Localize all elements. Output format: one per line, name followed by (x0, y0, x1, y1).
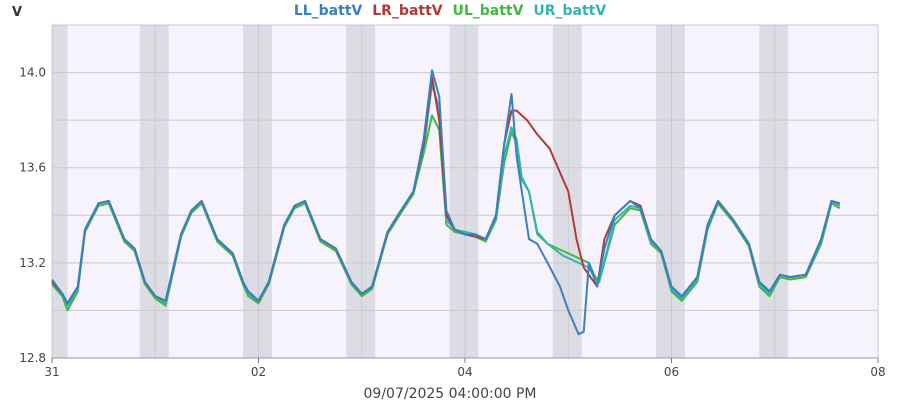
series-lines (51, 69, 841, 336)
night-band-2 (243, 25, 272, 358)
x-axis-label: 09/07/2025 04:00:00 PM (364, 386, 537, 400)
x-tick-label: 08 (870, 365, 885, 379)
x-tick-label: 02 (251, 365, 266, 379)
night-band-6 (656, 25, 685, 358)
axis-ticks: 12.8 13.2 13.6 14.0 31 02 04 06 08 (19, 66, 885, 379)
night-band-3 (346, 25, 376, 358)
y-axis-label: V (12, 5, 22, 20)
series-line-LL_battV (51, 69, 841, 336)
night-band-7 (759, 25, 789, 358)
legend-entry-ur[interactable]: UR_battV (533, 3, 606, 19)
y-tick-label: 13.2 (19, 256, 46, 270)
y-tick-label: 13.6 (19, 161, 46, 175)
night-band-4 (449, 25, 479, 358)
y-tick-label: 14.0 (19, 66, 46, 80)
legend-entry-ul[interactable]: UL_battV (452, 3, 523, 19)
y-tick-label: 12.8 (19, 351, 46, 365)
night-band-0 (52, 25, 68, 358)
x-tick-label: 04 (457, 365, 472, 379)
legend-entry-lr[interactable]: LR_battV (372, 3, 443, 19)
legend: LL_battV LR_battV UL_battV UR_battV (294, 3, 607, 19)
x-tick-label: 31 (44, 365, 59, 379)
x-tick-label: 06 (664, 365, 679, 379)
legend-entry-ll[interactable]: LL_battV (294, 3, 363, 19)
night-band-1 (139, 25, 169, 358)
